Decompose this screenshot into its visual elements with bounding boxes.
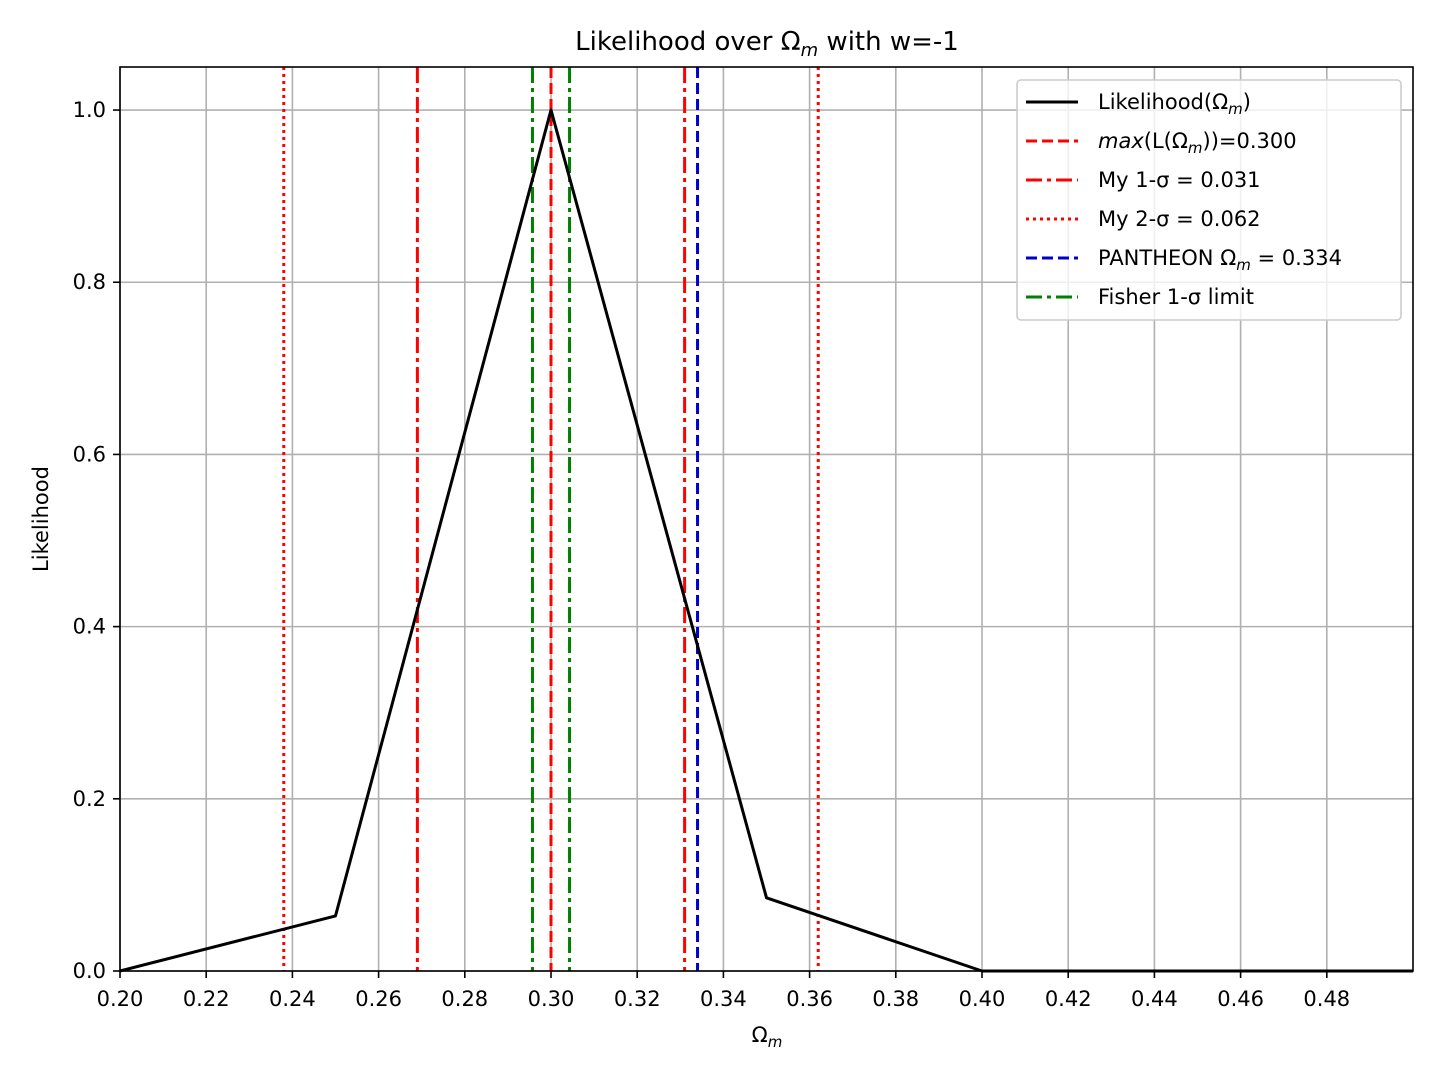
chart-title-sub: m (801, 40, 819, 61)
y-tick-label: 0.8 (73, 270, 106, 294)
legend-label-pre: My 1-σ = 0.031 (1098, 168, 1261, 192)
x-tick-label: 0.34 (700, 987, 747, 1011)
legend-label: My 1-σ = 0.031 (1098, 168, 1261, 192)
legend-label-pre: PANTHEON Ω (1098, 246, 1236, 270)
x-tick-label: 0.24 (269, 987, 316, 1011)
y-tick-label: 0.2 (73, 787, 106, 811)
legend-label-pre: Likelihood(Ω (1098, 90, 1228, 114)
x-tick-label: 0.48 (1303, 987, 1350, 1011)
y-tick-label: 0.0 (73, 959, 106, 983)
legend-label-post: ))=0.300 (1203, 129, 1297, 153)
legend-label: max(L(Ωm))=0.300 (1098, 129, 1297, 157)
x-axis-label-base: Ω (752, 1023, 768, 1047)
x-tick-label: 0.30 (528, 987, 575, 1011)
legend-label-pre: (L(Ω (1144, 129, 1188, 153)
legend-label-sub: m (1188, 139, 1203, 157)
legend-label: Likelihood(Ωm) (1098, 90, 1251, 118)
legend-label: Fisher 1-σ limit (1098, 285, 1254, 309)
x-tick-label: 0.46 (1217, 987, 1264, 1011)
legend-label: PANTHEON Ωm = 0.334 (1098, 246, 1342, 274)
y-tick-label: 1.0 (73, 98, 106, 122)
plot-frame (119, 66, 1414, 972)
x-tick-label: 0.38 (872, 987, 919, 1011)
x-axis-label: Ωm (752, 1023, 783, 1051)
legend-label-pre: My 2-σ = 0.062 (1098, 207, 1261, 231)
y-tick-label: 0.6 (73, 442, 106, 466)
legend-label: My 2-σ = 0.062 (1098, 207, 1261, 231)
x-axis-label-sub: m (768, 1033, 783, 1051)
x-tick-label: 0.40 (959, 987, 1006, 1011)
x-tick-label: 0.22 (183, 987, 230, 1011)
chart-title-rest: with w=-1 (818, 27, 959, 57)
y-tick-label: 0.4 (73, 615, 106, 639)
x-tick-label: 0.26 (355, 987, 402, 1011)
x-tick-label: 0.44 (1131, 987, 1178, 1011)
x-tick-label: 0.28 (441, 987, 488, 1011)
legend-label-sub: m (1236, 256, 1251, 274)
legend-box (1016, 79, 1402, 321)
chart-title-base: Likelihood over Ω (575, 27, 800, 57)
x-tick-label: 0.20 (97, 987, 144, 1011)
x-tick-label: 0.36 (786, 987, 833, 1011)
legend-label-italic: max (1098, 129, 1144, 153)
legend-label-sub: m (1228, 100, 1243, 118)
axis-layer: 0.20 0.22 0.24 0.26 0.28 0.30 0.32 0.34 0.36 0.38… (73, 98, 1351, 1011)
x-tick-label: 0.42 (1045, 987, 1092, 1011)
x-tick-label: 0.32 (614, 987, 661, 1011)
y-axis-label: Likelihood (29, 466, 53, 572)
legend-label-post: = 0.334 (1251, 246, 1342, 270)
legend-label-pre: Fisher 1-σ limit (1098, 285, 1254, 309)
chart-title: Likelihood over Ωm with w=-1 (575, 27, 959, 61)
legend-label-post: ) (1243, 90, 1251, 114)
